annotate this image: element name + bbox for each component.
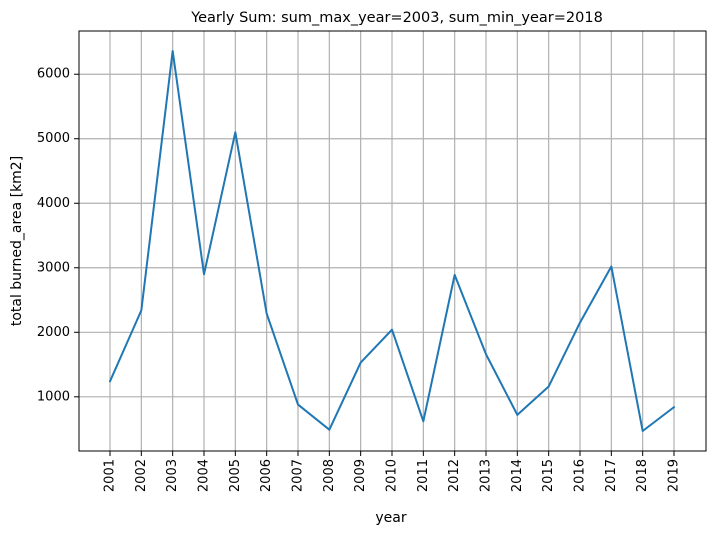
y-tick-label: 6000 bbox=[37, 67, 70, 82]
x-tick-label: 2009 bbox=[353, 459, 368, 492]
x-axis: 2001 2002 2003 2004 2005 2006 2007 2008 2009 2010… bbox=[103, 451, 682, 492]
x-tick-label: 2002 bbox=[134, 459, 149, 492]
y-tick-label: 3000 bbox=[37, 260, 70, 275]
x-tick-label: 2012 bbox=[447, 459, 462, 492]
x-tick-label: 2007 bbox=[291, 459, 306, 492]
y-axis: 1000 2000 3000 4000 5000 6000 bbox=[37, 67, 79, 404]
x-tick-label: 2010 bbox=[385, 459, 400, 492]
x-tick-label: 2008 bbox=[322, 459, 337, 492]
x-tick-label: 2018 bbox=[635, 459, 650, 492]
x-tick-label: 2003 bbox=[165, 459, 180, 492]
x-tick-label: 2019 bbox=[667, 459, 682, 492]
chart-title: Yearly Sum: sum_max_year=2003, sum_min_y… bbox=[190, 10, 603, 26]
series bbox=[109, 50, 675, 432]
x-tick-label: 2013 bbox=[479, 459, 494, 492]
x-axis-label: year bbox=[375, 510, 406, 526]
x-tick-label: 2017 bbox=[604, 459, 619, 492]
x-tick-label: 2015 bbox=[541, 459, 556, 492]
x-tick-label: 2006 bbox=[259, 459, 274, 492]
x-tick-label: 2014 bbox=[510, 459, 525, 492]
x-tick-label: 2005 bbox=[228, 459, 243, 492]
x-tick-label: 2004 bbox=[197, 459, 212, 492]
y-axis-label: total burned_area [km2] bbox=[9, 156, 25, 326]
series-line bbox=[109, 50, 675, 432]
x-tick-label: 2001 bbox=[103, 459, 118, 492]
y-tick-label: 2000 bbox=[37, 325, 70, 340]
grid bbox=[79, 31, 706, 451]
y-tick-label: 5000 bbox=[37, 131, 70, 146]
y-tick-label: 1000 bbox=[37, 389, 70, 404]
x-tick-label: 2016 bbox=[573, 459, 588, 492]
x-tick-label: 2011 bbox=[416, 459, 431, 492]
y-tick-label: 4000 bbox=[37, 196, 70, 211]
